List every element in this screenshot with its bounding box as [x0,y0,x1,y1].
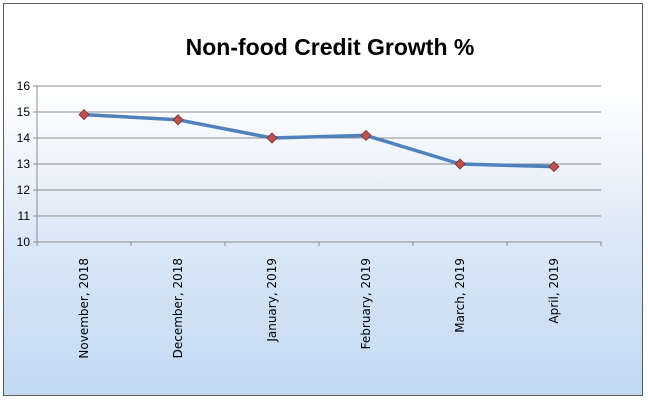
x-category-label: February, 2019 [359,258,373,349]
y-tick-label: 11 [18,209,31,223]
data-point-marker [267,133,277,143]
x-category-label: April, 2019 [547,258,561,324]
data-point-marker [549,162,559,172]
y-axis: 10 11 12 13 14 15 16 [17,79,37,249]
chart-title: Non-food Credit Growth % [186,34,475,60]
y-tick-label: 14 [17,131,31,145]
x-category-label: December, 2018 [171,258,185,358]
x-category-label: January, 2019 [265,258,279,343]
y-tick-label: 10 [17,235,31,249]
series-line [84,115,554,167]
gridlines [37,86,601,216]
x-category-label: November, 2018 [77,258,91,359]
x-axis: November, 2018 December, 2018 January, 201… [37,242,601,359]
y-tick-label: 12 [17,183,31,197]
series-group [79,110,559,172]
data-point-marker [79,110,89,120]
y-tick-label: 16 [17,79,31,93]
data-point-marker [361,130,371,140]
data-point-marker [455,159,465,169]
data-point-marker [173,115,183,125]
x-category-label: March, 2019 [453,258,467,333]
y-tick-label: 13 [17,157,31,171]
y-tick-label: 15 [17,105,31,119]
